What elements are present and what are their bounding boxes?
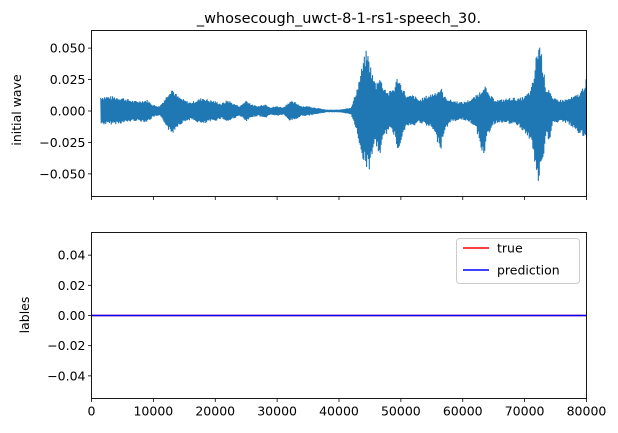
x-tick-label: 40000: [319, 404, 359, 419]
y-tick-label: 0.04: [58, 248, 86, 263]
y-tick-label: −0.025: [39, 135, 85, 150]
labels-subplot: −0.04 −0.02 0.00 0.02 0.04 0 10000 20000 30000 4…: [17, 232, 607, 419]
waveform-subplot: _whosecough_uwct-8-1-rs1-speech_30. −0.0…: [9, 11, 588, 200]
labels-y-ticks: −0.04 −0.02 0.00 0.02 0.04: [47, 248, 92, 383]
labels-x-ticks: 0 10000 20000 30000 40000 50000 60000 70000 8000…: [88, 398, 607, 419]
y-tick-label: 0.000: [50, 103, 86, 118]
x-tick-label: 50000: [381, 404, 421, 419]
y-tick-label: −0.050: [39, 166, 85, 181]
labels-y-axis-label: lables: [17, 297, 32, 334]
waveform-y-ticks: −0.050 −0.025 0.000 0.025 0.050: [39, 41, 92, 181]
y-tick-label: −0.04: [47, 368, 85, 383]
x-tick-label: 30000: [257, 404, 297, 419]
x-tick-label: 20000: [195, 404, 235, 419]
x-tick-label: 0: [88, 404, 96, 419]
legend-box: [456, 238, 580, 284]
waveform-x-ticks: [91, 196, 587, 200]
waveform-plot-area: [100, 47, 588, 181]
y-tick-label: 0.00: [58, 308, 86, 323]
x-tick-label: 80000: [567, 404, 607, 419]
waveform-y-axis-label: initial wave: [9, 74, 24, 146]
y-tick-label: 0.02: [58, 278, 86, 293]
waveform-axes-frame: [91, 30, 587, 197]
y-tick-label: −0.02: [47, 338, 85, 353]
legend-label-true: true: [497, 241, 523, 256]
labels-axes-frame: [91, 232, 587, 399]
legend: true prediction: [456, 238, 580, 284]
y-tick-label: 0.025: [50, 72, 86, 87]
y-tick-label: 0.050: [50, 41, 86, 56]
chart-title: _whosecough_uwct-8-1-rs1-speech_30.: [196, 11, 481, 27]
legend-label-prediction: prediction: [497, 263, 560, 278]
waveform-series-line: [100, 47, 588, 181]
x-tick-label: 70000: [505, 404, 545, 419]
x-tick-label: 10000: [133, 404, 173, 419]
x-tick-label: 60000: [443, 404, 483, 419]
